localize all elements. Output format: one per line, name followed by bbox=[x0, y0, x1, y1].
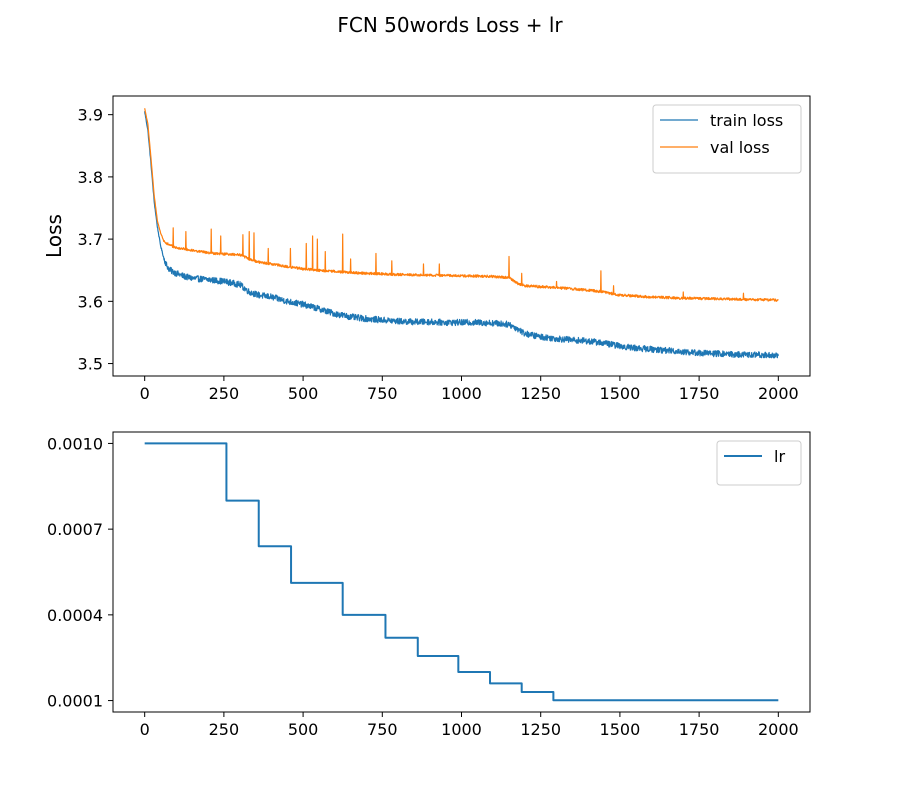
y-tick-label: 0.0004 bbox=[47, 606, 103, 625]
legend-entry: lr bbox=[774, 447, 785, 466]
series-line-train-loss bbox=[144, 111, 779, 359]
x-tick-label: 1500 bbox=[600, 720, 641, 739]
y-tick-label: 3.8 bbox=[78, 168, 103, 187]
y-tick-label: 0.0001 bbox=[47, 692, 103, 711]
x-tick-label: 1000 bbox=[441, 720, 482, 739]
x-tick-label: 2000 bbox=[758, 384, 799, 403]
legend: lr bbox=[716, 440, 802, 486]
x-tick-label: 1000 bbox=[441, 384, 482, 403]
legend-entry: val loss bbox=[710, 138, 770, 157]
y-tick-label: 0.0010 bbox=[47, 434, 103, 453]
lr-chart: 0 250 500 750 1000 1250 1500 1750 2000 0.0001 0.00… bbox=[47, 431, 811, 739]
x-tick-label: 1750 bbox=[679, 720, 720, 739]
axes-frame bbox=[112, 431, 811, 713]
x-tick-label: 1750 bbox=[679, 384, 720, 403]
x-tick-label: 2000 bbox=[758, 720, 799, 739]
legend: train loss val loss bbox=[652, 104, 802, 174]
x-tick-label: 750 bbox=[367, 384, 398, 403]
x-tick-label: 0 bbox=[140, 720, 150, 739]
legend-box bbox=[652, 104, 802, 174]
y-tick-label: 0.0007 bbox=[47, 520, 103, 539]
x-tick-label: 1500 bbox=[600, 384, 641, 403]
series-line-lr bbox=[144, 442, 779, 702]
x-tick-label: 0 bbox=[140, 384, 150, 403]
y-tick-label: 3.7 bbox=[78, 230, 103, 249]
x-tick-label: 500 bbox=[288, 384, 319, 403]
x-tick-label: 1250 bbox=[520, 720, 561, 739]
x-tick-label: 1250 bbox=[520, 384, 561, 403]
x-tick-label: 750 bbox=[367, 720, 398, 739]
series-line-val-loss bbox=[144, 108, 779, 302]
x-tick-label: 250 bbox=[209, 384, 240, 403]
figure-title: FCN 50words Loss + lr bbox=[337, 13, 563, 37]
x-tick-label: 500 bbox=[288, 720, 319, 739]
loss-chart: 0 250 500 750 1000 1250 1500 1750 2000 3.5 3.6 3.7 3… bbox=[42, 95, 811, 403]
y-tick-label: 3.9 bbox=[78, 106, 103, 125]
y-tick-label: 3.6 bbox=[78, 292, 103, 311]
y-tick-label: 3.5 bbox=[78, 355, 103, 374]
legend-box bbox=[716, 440, 802, 486]
x-tick-label: 250 bbox=[209, 720, 240, 739]
y-axis-label: Loss bbox=[42, 214, 66, 258]
legend-entry: train loss bbox=[710, 111, 783, 130]
